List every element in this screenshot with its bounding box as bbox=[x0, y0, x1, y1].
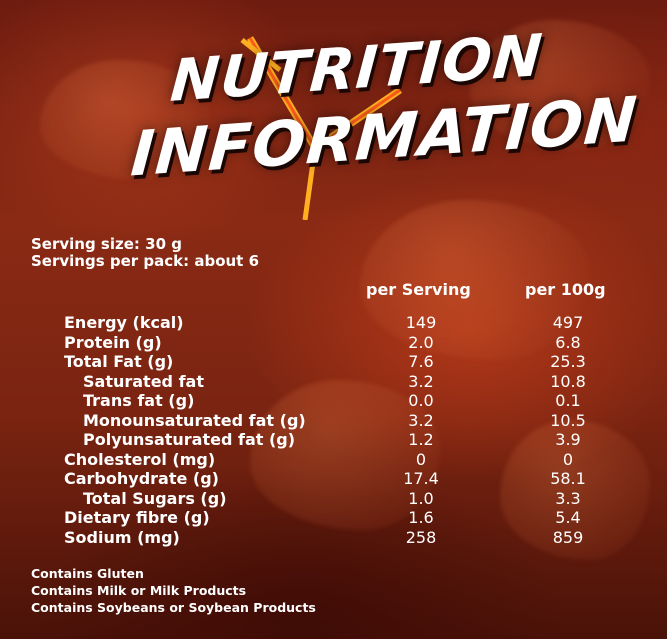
row-label: Total Fat (g) bbox=[64, 352, 174, 371]
allergen-note: Contains Milk or Milk Products bbox=[31, 583, 247, 598]
per-100g-value: 58.1 bbox=[550, 469, 586, 488]
row-label: Cholesterol (mg) bbox=[64, 449, 216, 469]
row-label: Trans fat (g) bbox=[83, 391, 195, 410]
per-serving-value: 0.0 bbox=[408, 391, 434, 410]
table-row: Total Fat (g) 7.6 25.3 bbox=[0, 352, 667, 372]
background-chip bbox=[470, 20, 650, 150]
per-serving-value: 3.2 bbox=[408, 371, 434, 391]
column-header-per-100g: per 100g bbox=[525, 280, 606, 299]
per-serving-value: 1.0 bbox=[408, 488, 434, 508]
row-label: Monounsaturated fat (g) bbox=[83, 410, 306, 430]
background-chip bbox=[360, 200, 590, 360]
per-100g-value: 0.1 bbox=[555, 391, 581, 410]
row-label: Energy (kcal) bbox=[64, 313, 184, 332]
lightning-swoosh-icon bbox=[240, 36, 402, 220]
allergen-note: Contains Soybeans or Soybean Products bbox=[31, 600, 316, 615]
per-100g-value: 3.3 bbox=[555, 488, 581, 508]
table-row: Energy (kcal) 149 497 bbox=[0, 313, 667, 333]
per-serving-value: 17.4 bbox=[403, 469, 439, 488]
per-100g-value: 10.5 bbox=[550, 410, 586, 430]
row-label: Protein (g) bbox=[64, 332, 162, 352]
per-serving-value: 149 bbox=[405, 313, 437, 332]
per-serving-value: 7.6 bbox=[408, 352, 434, 371]
allergen-note: Contains Gluten bbox=[31, 566, 144, 581]
per-100g-value: 10.8 bbox=[550, 371, 586, 391]
table-row: Trans fat (g) 0.0 0.1 bbox=[0, 391, 667, 411]
table-row: Sodium (mg) 258 859 bbox=[0, 528, 667, 548]
row-label: Dietary fibre (g) bbox=[64, 508, 210, 527]
per-100g-value: 25.3 bbox=[550, 352, 586, 371]
row-label: Saturated fat bbox=[83, 371, 204, 391]
column-header-per-serving: per Serving bbox=[366, 280, 471, 299]
per-serving-value: 2.0 bbox=[408, 332, 434, 352]
table-row: Dietary fibre (g) 1.6 5.4 bbox=[0, 508, 667, 528]
per-100g-value: 497 bbox=[552, 313, 584, 332]
table-row: Saturated fat 3.2 10.8 bbox=[0, 372, 667, 392]
per-serving-value: 3.2 bbox=[408, 410, 434, 430]
row-label: Sodium (mg) bbox=[64, 527, 180, 547]
allergen-notes: Contains Gluten Contains Milk or Milk Pr… bbox=[31, 565, 316, 616]
per-100g-value: 0 bbox=[562, 449, 574, 469]
row-label: Polyunsaturated fat (g) bbox=[83, 430, 296, 449]
background-chip bbox=[40, 60, 210, 180]
per-serving-value: 1.2 bbox=[408, 430, 434, 449]
serving-info: Serving size: 30 g Servings per pack: ab… bbox=[31, 236, 259, 270]
per-serving-value: 1.6 bbox=[408, 508, 434, 527]
per-100g-value: 3.9 bbox=[555, 430, 581, 449]
per-100g-value: 5.4 bbox=[555, 508, 581, 527]
table-row: Protein (g) 2.0 6.8 bbox=[0, 333, 667, 353]
per-100g-value: 6.8 bbox=[555, 332, 581, 352]
serving-size: Serving size: 30 g bbox=[31, 235, 182, 253]
row-label: Total Sugars (g) bbox=[83, 488, 227, 508]
background-chip bbox=[250, 380, 440, 530]
background-chip bbox=[500, 420, 650, 560]
per-100g-value: 859 bbox=[552, 527, 584, 547]
servings-per-pack: Servings per pack: about 6 bbox=[31, 252, 260, 270]
per-serving-value: 0 bbox=[415, 449, 427, 469]
row-label: Carbohydrate (g) bbox=[64, 469, 219, 488]
title-block: NUTRITION INFORMATION bbox=[0, 0, 667, 230]
table-row: Monounsaturated fat (g) 3.2 10.5 bbox=[0, 411, 667, 431]
table-row: Total Sugars (g) 1.0 3.3 bbox=[0, 489, 667, 509]
table-row: Polyunsaturated fat (g) 1.2 3.9 bbox=[0, 430, 667, 450]
per-serving-value: 258 bbox=[405, 527, 437, 547]
table-row: Cholesterol (mg) 0 0 bbox=[0, 450, 667, 470]
table-row: Carbohydrate (g) 17.4 58.1 bbox=[0, 469, 667, 489]
